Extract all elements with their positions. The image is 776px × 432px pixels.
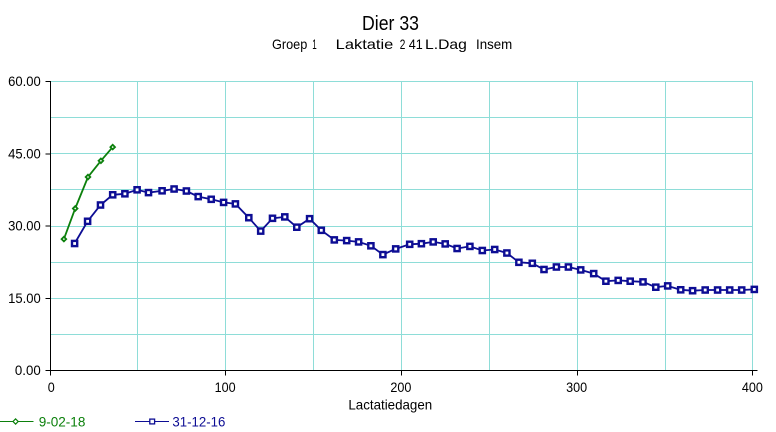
svg-text:31-12-16: 31-12-16	[172, 414, 225, 430]
svg-text:L.Dag: L.Dag	[425, 36, 467, 52]
svg-text:Insem: Insem	[476, 36, 512, 52]
svg-text:200: 200	[390, 379, 411, 395]
svg-text:100: 100	[215, 379, 236, 395]
svg-text:15.00: 15.00	[8, 290, 41, 306]
svg-text:45.00: 45.00	[8, 145, 41, 161]
svg-text:0.00: 0.00	[15, 362, 41, 378]
svg-text:2: 2	[400, 36, 406, 52]
svg-text:0: 0	[48, 379, 55, 395]
svg-text:1: 1	[312, 36, 317, 52]
svg-text:30.00: 30.00	[8, 218, 41, 234]
svg-text:Lactatiedagen: Lactatiedagen	[348, 397, 432, 413]
svg-text:400: 400	[742, 379, 763, 395]
svg-text:Groep: Groep	[272, 36, 307, 52]
svg-text:Dier 33: Dier 33	[362, 13, 419, 35]
svg-text:60.00: 60.00	[8, 73, 41, 89]
svg-text:300: 300	[566, 379, 587, 395]
svg-text:Laktatie: Laktatie	[336, 36, 394, 52]
svg-text:41: 41	[409, 36, 423, 52]
svg-text:9-02-18: 9-02-18	[39, 414, 86, 430]
